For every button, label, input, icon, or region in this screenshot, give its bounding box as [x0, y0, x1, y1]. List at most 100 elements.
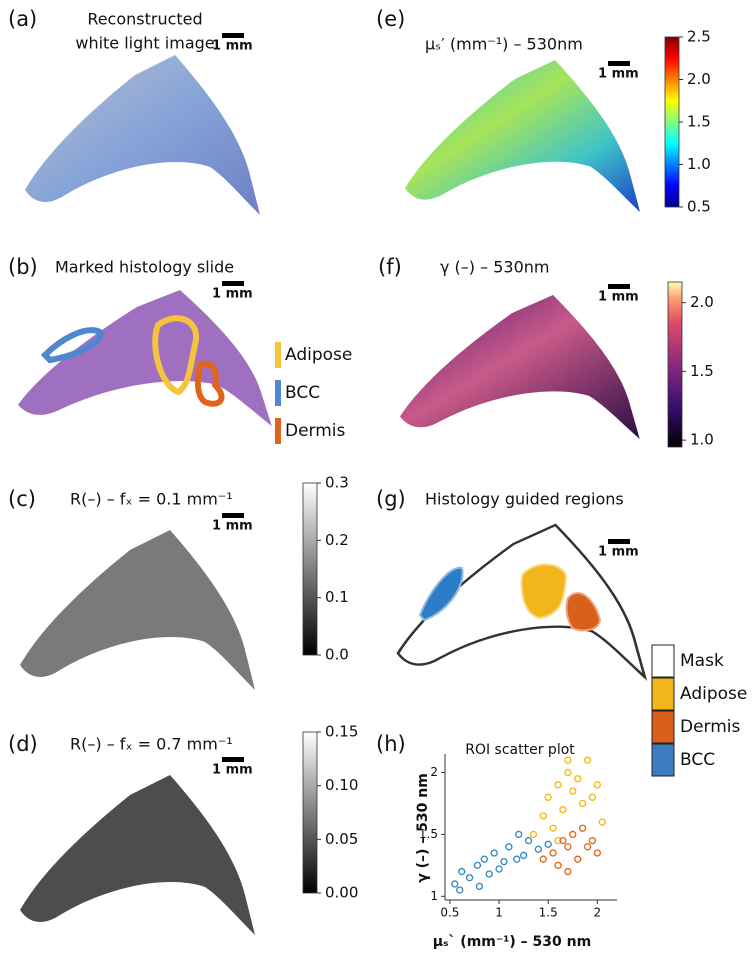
tissue-image — [20, 530, 255, 690]
scatter-point — [594, 850, 600, 856]
legend-label: BCC — [680, 750, 715, 770]
scatter-point — [580, 825, 586, 831]
scatter-point — [570, 831, 576, 837]
scatter-point — [481, 856, 487, 862]
scatter-point — [550, 825, 556, 831]
scatter-point — [501, 859, 507, 865]
x-tick-label: 1.5 — [539, 906, 558, 920]
panel-title: white light image — [75, 34, 214, 53]
panel-label: (a) — [8, 7, 37, 31]
page: (a) Reconstructed white light image (b) … — [0, 0, 756, 958]
scatter-point — [594, 782, 600, 788]
tissue-image — [400, 295, 640, 439]
legend-label: Dermis — [680, 717, 741, 737]
scatter-point — [496, 866, 502, 872]
y-tick-label: 1 — [430, 889, 438, 903]
panel-label: (g) — [376, 487, 406, 511]
x-axis-title: μₛ` (mm⁻¹) – 530 nm — [433, 934, 591, 950]
scatter-point — [530, 831, 536, 837]
panel-label: (f) — [378, 255, 402, 279]
legend-swatch — [275, 342, 281, 368]
scatter-point — [565, 844, 571, 850]
scatter-point — [486, 871, 492, 877]
legend-swatch — [652, 645, 674, 677]
y-tick-label: 2 — [430, 765, 438, 779]
colorbar-tick-label: 1.5 — [687, 113, 711, 131]
scatter-point — [575, 776, 581, 782]
scale-bar-label: 1 mm — [212, 287, 253, 302]
colorbar — [303, 732, 317, 893]
tissue-image — [25, 55, 260, 215]
scatter-point — [521, 852, 527, 858]
tissue-image — [405, 60, 640, 212]
scale-bar-label: 1 mm — [598, 67, 639, 82]
legend-swatch — [652, 744, 674, 776]
scale-bar — [608, 539, 630, 544]
scatter-point — [585, 844, 591, 850]
x-tick-label: 2 — [594, 906, 602, 920]
scale-bar — [608, 61, 630, 66]
scatter-point — [599, 819, 605, 825]
panel-label: (d) — [8, 732, 38, 756]
legend-label: Dermis — [285, 421, 346, 441]
scatter-point — [459, 869, 465, 875]
panel-label: (h) — [376, 732, 406, 756]
scatter-point — [565, 869, 571, 875]
panel-label: (e) — [376, 7, 405, 31]
scale-bar-label: 1 mm — [212, 39, 253, 54]
legend-swatch — [652, 711, 674, 743]
colorbar — [303, 483, 317, 655]
colorbar-tick-label: 2.5 — [687, 28, 711, 46]
scale-bar-label: 1 mm — [598, 290, 639, 305]
colorbar-tick-label: 0.0 — [325, 646, 349, 664]
scatter-point — [545, 841, 551, 847]
scatter-point — [585, 757, 591, 763]
colorbar-tick-label: 0.00 — [325, 884, 358, 902]
colorbar-tick-label: 0.2 — [325, 531, 349, 549]
scatter-point — [550, 850, 556, 856]
scale-bar — [222, 33, 244, 38]
scatter-point — [535, 846, 541, 852]
colorbar-tick-label: 0.10 — [325, 776, 358, 794]
y-tick-label: 1.5 — [419, 827, 438, 841]
legend-swatch — [652, 678, 674, 710]
scatter-point — [476, 883, 482, 889]
x-tick-label: 1 — [495, 906, 503, 920]
scatter-point — [565, 757, 571, 763]
x-tick-label: 0.5 — [440, 906, 459, 920]
scatter-point — [526, 838, 532, 844]
scatter-point — [474, 862, 480, 868]
scatter-point — [506, 844, 512, 850]
tissue-image — [20, 775, 255, 935]
panel-title: μₛ′ (mm⁻¹) – 530nm — [425, 35, 583, 54]
scale-bar-label: 1 mm — [212, 763, 253, 778]
colorbar — [668, 282, 682, 447]
scale-bar — [222, 757, 244, 762]
panel-title: γ (–) – 530nm — [440, 258, 549, 277]
scatter-point — [491, 850, 497, 856]
chart-title: ROI scatter plot — [465, 742, 575, 758]
colorbar-tick-label: 2.0 — [690, 293, 714, 311]
colorbar-tick-label: 1.5 — [690, 362, 714, 380]
colorbar-tick-label: 2.0 — [687, 70, 711, 88]
scatter-point — [560, 807, 566, 813]
scatter-point — [540, 856, 546, 862]
legend-label: Adipose — [285, 345, 352, 365]
scatter-point — [516, 831, 522, 837]
scale-bar — [608, 284, 630, 289]
colorbar-tick-label: 0.3 — [325, 474, 349, 492]
legend-label: Adipose — [680, 684, 747, 704]
panel-title: R(–) – fₓ = 0.1 mm⁻¹ — [70, 490, 233, 509]
legend-swatch — [275, 418, 281, 444]
legend-swatch — [275, 380, 281, 406]
scatter-point — [589, 794, 595, 800]
scatter-point — [555, 782, 561, 788]
scatter-point — [545, 794, 551, 800]
scatter-point — [589, 838, 595, 844]
panel-title: Reconstructed — [87, 10, 202, 29]
colorbar-tick-label: 0.1 — [325, 588, 349, 606]
colorbar-tick-label: 1.0 — [687, 155, 711, 173]
panel-title: Marked histology slide — [55, 258, 234, 277]
scatter-point — [555, 862, 561, 868]
colorbar-tick-label: 0.05 — [325, 830, 358, 848]
